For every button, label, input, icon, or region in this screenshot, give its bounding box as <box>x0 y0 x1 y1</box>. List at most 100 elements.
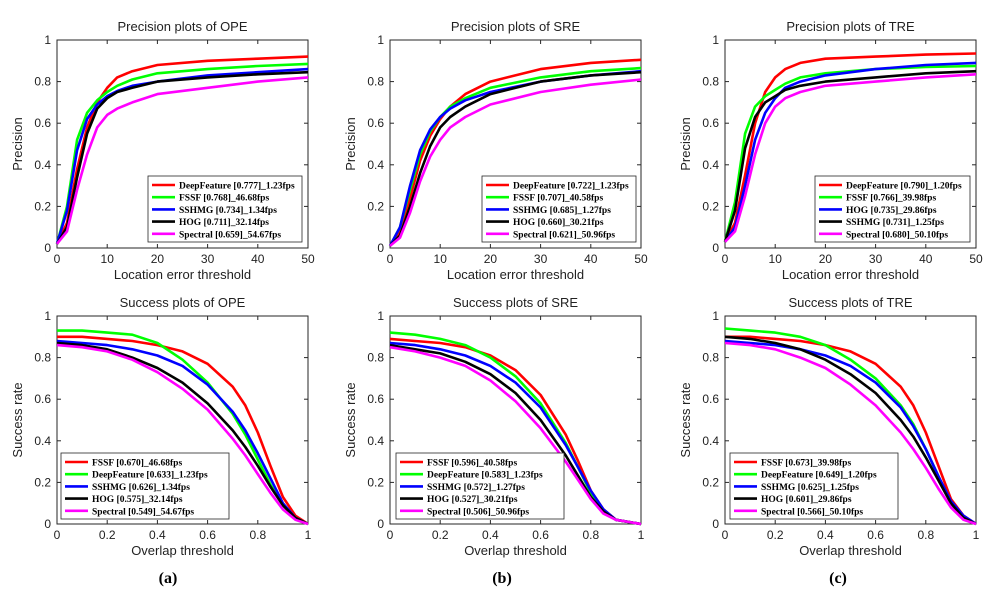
legend-entry: SSHMG [0.734]_1.34fps <box>179 206 277 216</box>
y-axis-label: Success rate <box>678 382 693 457</box>
y-tick-label: 0 <box>712 241 719 255</box>
x-tick-label: 0.2 <box>767 528 784 542</box>
series-line <box>56 339 309 526</box>
chart-title: Success plots of TRE <box>788 295 912 310</box>
legend-entry: FSSF [0.673]_39.98fps <box>761 459 851 469</box>
y-tick-label: 0.8 <box>367 351 384 365</box>
series-line <box>55 70 309 245</box>
legend-entry: HOG [0.660]_30.21fps <box>513 218 604 228</box>
series-line <box>389 70 642 247</box>
series-line <box>724 73 977 243</box>
legend-entry: HOG [0.601]_29.86fps <box>761 495 852 505</box>
x-tick-label: 40 <box>584 252 598 266</box>
y-tick-label: 1 <box>377 33 384 47</box>
y-tick-label: 0.6 <box>367 116 384 130</box>
x-tick-label: 0 <box>722 528 729 542</box>
legend-entry: FSSF [0.766]_39.98fps <box>846 194 936 204</box>
legend-entry: SSHMG [0.685]_1.27fps <box>513 206 611 216</box>
x-axis-label: Location error threshold <box>782 267 919 282</box>
legend-box <box>729 452 899 520</box>
y-tick-label: 0.4 <box>702 434 719 448</box>
y-tick-label: 1 <box>44 309 51 323</box>
series-line <box>56 341 309 526</box>
legend-box <box>60 452 230 520</box>
series-line <box>723 69 977 243</box>
y-tick-label: 0.4 <box>34 434 51 448</box>
x-tick-label: 0 <box>387 528 394 542</box>
y-tick-label: 0.8 <box>34 75 51 89</box>
x-tick-label: 0.8 <box>249 528 266 542</box>
y-tick-label: 0.8 <box>702 351 719 365</box>
x-tick-label: 30 <box>869 252 883 266</box>
y-axis-label: Precision <box>10 117 25 170</box>
x-tick-label: 0.6 <box>532 528 549 542</box>
y-axis-label: Precision <box>678 117 693 170</box>
chart-title: Precision plots of SRE <box>451 19 581 34</box>
chart-5: Success plots of SRE 0 0.2 0.4 0.6 0.8 1 0 0.2 0.… <box>343 295 645 558</box>
x-axis-label: Overlap threshold <box>799 543 902 558</box>
y-axis-label: Success rate <box>343 382 358 457</box>
legend-entry: HOG [0.711]_32.14fps <box>179 218 269 228</box>
chart-2: Precision plots of SRE 0 10 20 30 40 50 0 0.2 0.4… <box>343 19 648 282</box>
legend-entry: Spectral [0.659]_54.67fps <box>179 230 281 240</box>
x-tick-label: 1 <box>305 528 312 542</box>
y-tick-label: 0 <box>377 241 384 255</box>
x-tick-label: 0.2 <box>99 528 116 542</box>
legend-entry: DeepFeature [0.583]_1.23fps <box>427 471 543 481</box>
series-line <box>55 55 309 245</box>
y-tick-label: 1 <box>712 309 719 323</box>
x-tick-label: 50 <box>634 252 648 266</box>
panel-label-a: (a) <box>158 570 178 587</box>
x-tick-label: 0.4 <box>817 528 834 542</box>
x-tick-label: 0.6 <box>199 528 216 542</box>
y-tick-label: 0.2 <box>34 199 51 213</box>
legend-entry: SSHMG [0.572]_1.27fps <box>427 483 525 493</box>
x-tick-label: 30 <box>534 252 548 266</box>
y-tick-label: 0.6 <box>367 392 384 406</box>
legend-entry: Spectral [0.621]_50.96fps <box>513 230 615 240</box>
chart-6: Success plots of TRE 0 0.2 0.4 0.6 0.8 1 0 0.2 0.… <box>678 295 980 558</box>
series-line <box>56 343 309 526</box>
legend-entry: FSSF [0.596]_40.58fps <box>427 459 517 469</box>
legend-entry: SSHMG [0.626]_1.34fps <box>92 483 190 493</box>
series-line <box>724 341 977 526</box>
y-tick-label: 0.8 <box>34 351 51 365</box>
x-tick-label: 50 <box>301 252 315 266</box>
y-tick-label: 0 <box>712 517 719 531</box>
series-line <box>723 52 977 243</box>
y-tick-label: 0.4 <box>367 158 384 172</box>
chart-3: Precision plots of TRE 0 10 20 30 40 50 0 0.2 0.4… <box>678 19 983 282</box>
x-axis-label: Location error threshold <box>114 267 251 282</box>
series-line <box>55 76 309 245</box>
y-tick-label: 0.2 <box>367 475 384 489</box>
y-tick-label: 0.8 <box>702 75 719 89</box>
legend-entry: DeepFeature [0.649]_1.20fps <box>761 471 877 481</box>
series-line <box>389 343 642 526</box>
y-tick-label: 0.6 <box>34 116 51 130</box>
legend-entry: Spectral [0.566]_50.10fps <box>761 507 863 517</box>
x-tick-label: 40 <box>919 252 933 266</box>
series-line <box>725 335 977 526</box>
y-tick-label: 0.4 <box>34 158 51 172</box>
chart-title: Success plots of SRE <box>453 295 578 310</box>
legend-entry: FSSF [0.768]_46.68fps <box>179 194 269 204</box>
legend-entry: DeepFeature [0.722]_1.23fps <box>513 182 629 192</box>
y-tick-label: 0 <box>377 517 384 531</box>
chart-1: Precision plots of OPE 0 10 20 30 40 50 0 0.2 0.4… <box>10 19 315 282</box>
x-tick-label: 40 <box>251 252 265 266</box>
series-line <box>389 345 642 526</box>
y-tick-label: 1 <box>712 33 719 47</box>
y-tick-label: 0.2 <box>34 475 51 489</box>
y-axis-label: Precision <box>343 117 358 170</box>
y-tick-label: 0.2 <box>702 475 719 489</box>
x-tick-label: 20 <box>484 252 498 266</box>
panel-label-c: (c) <box>829 570 847 587</box>
y-tick-label: 1 <box>377 309 384 323</box>
series-line <box>389 78 642 247</box>
legend-entry: HOG [0.575]_32.14fps <box>92 495 183 505</box>
y-tick-label: 0.6 <box>702 392 719 406</box>
legend-entry: DeepFeature [0.777]_1.23fps <box>179 182 295 192</box>
chart-title: Success plots of OPE <box>120 295 246 310</box>
x-tick-label: 0.6 <box>867 528 884 542</box>
